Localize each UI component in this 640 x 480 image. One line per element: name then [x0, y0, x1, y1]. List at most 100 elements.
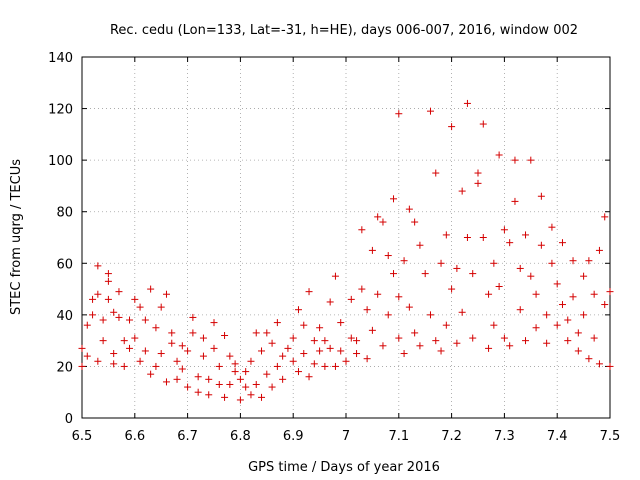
data-point [474, 169, 482, 177]
data-point [110, 350, 118, 358]
data-point [184, 383, 192, 391]
data-point [136, 303, 144, 311]
data-point [374, 290, 382, 298]
data-point [543, 339, 551, 347]
data-point [226, 380, 234, 388]
data-point [162, 378, 170, 386]
x-tick-label: 6.9 [283, 429, 304, 444]
data-point [548, 223, 556, 231]
x-tick-label: 7.3 [494, 429, 515, 444]
data-point [574, 329, 582, 337]
data-point [553, 321, 561, 329]
data-point [173, 357, 181, 365]
data-point [94, 357, 102, 365]
data-point [147, 370, 155, 378]
data-point [490, 259, 498, 267]
data-point [564, 316, 572, 324]
data-point [83, 352, 91, 360]
data-point [395, 110, 403, 118]
data-point [110, 360, 118, 368]
data-point [558, 301, 566, 309]
data-point [157, 303, 165, 311]
y-axis-label: STEC from uqrg / TECUs [9, 159, 24, 315]
data-point [289, 334, 297, 342]
x-tick-label: 6.8 [230, 429, 251, 444]
data-point [104, 277, 112, 285]
data-point [522, 337, 530, 345]
data-point [316, 324, 324, 332]
data-point [453, 264, 461, 272]
data-point [263, 370, 271, 378]
data-point [194, 373, 202, 381]
data-point [516, 264, 524, 272]
data-point [384, 311, 392, 319]
data-point [342, 357, 350, 365]
data-point [463, 99, 471, 107]
data-point [416, 241, 424, 249]
x-tick-label: 6.7 [177, 429, 198, 444]
data-point [115, 313, 123, 321]
data-point [479, 120, 487, 128]
x-tick-label: 7.5 [600, 429, 621, 444]
data-point [99, 337, 107, 345]
data-point [463, 234, 471, 241]
data-point [543, 311, 551, 319]
data-point [395, 293, 403, 301]
data-point [411, 218, 419, 226]
data-point [78, 344, 86, 352]
data-point [453, 339, 461, 347]
data-point [537, 192, 545, 200]
data-point [115, 288, 123, 296]
data-point [532, 324, 540, 332]
data-point [522, 231, 530, 239]
x-axis-label: GPS time / Days of year 2016 [248, 460, 440, 475]
data-point [110, 308, 118, 316]
data-point [157, 350, 165, 358]
data-point [500, 334, 508, 342]
data-point [580, 311, 588, 319]
data-point [353, 350, 361, 358]
data-point [141, 347, 149, 355]
data-point [173, 375, 181, 383]
data-point [131, 334, 139, 342]
data-point [337, 319, 345, 327]
data-point [131, 295, 139, 303]
data-point [448, 123, 456, 131]
data-point [321, 337, 329, 345]
data-point [215, 362, 223, 370]
data-point [205, 375, 213, 383]
data-point [236, 396, 244, 404]
data-point [347, 295, 355, 303]
data-point [490, 321, 498, 329]
data-point [474, 179, 482, 187]
data-point [258, 393, 266, 401]
data-point [390, 195, 398, 203]
data-point [426, 107, 434, 115]
data-point [226, 352, 234, 360]
chart-title: Rec. cedu (Lon=133, Lat=-31, h=HE), days… [110, 23, 578, 38]
data-point [601, 213, 609, 221]
data-points [78, 99, 614, 404]
x-tick-label: 7 [342, 429, 350, 444]
data-point [231, 360, 239, 368]
data-point [448, 285, 456, 293]
data-point [178, 342, 186, 350]
data-point [548, 259, 556, 267]
data-point [411, 329, 419, 337]
data-point [104, 270, 112, 278]
data-point [479, 234, 487, 241]
data-point [126, 316, 134, 324]
data-point [437, 347, 445, 355]
data-point [94, 290, 102, 298]
data-point [331, 272, 339, 280]
data-point [532, 290, 540, 298]
data-point [120, 337, 128, 345]
data-point [199, 334, 207, 342]
data-point [379, 218, 387, 226]
x-tick-label: 6.5 [72, 429, 93, 444]
y-tick-label: 140 [48, 51, 73, 66]
data-point [469, 270, 477, 278]
data-point [294, 306, 302, 314]
data-point [300, 350, 308, 358]
